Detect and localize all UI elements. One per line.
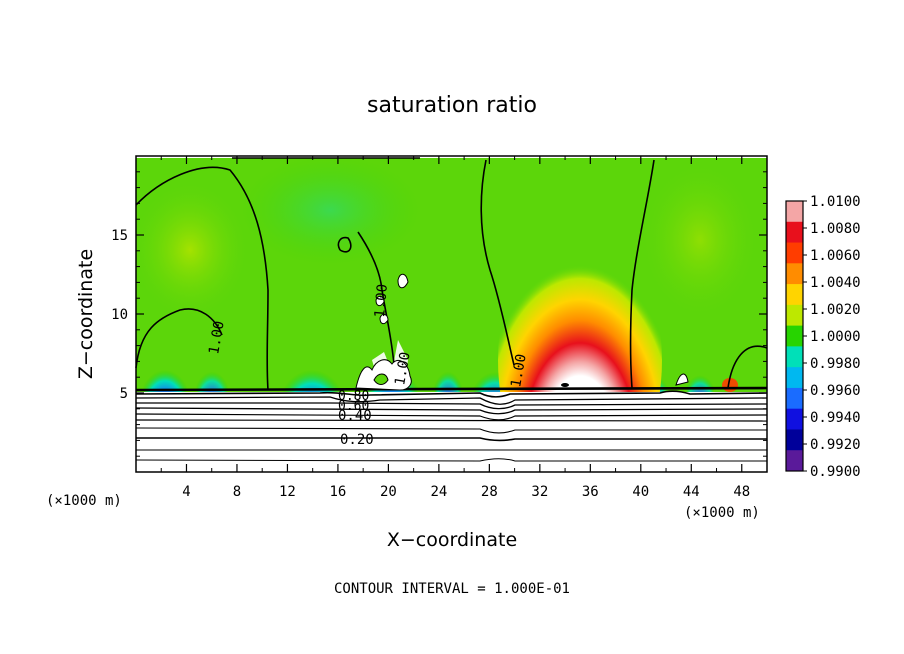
x-axis-ticks: 4 8 12 16 20 24 28 32 36 40 44 48 [160, 156, 750, 500]
colorbar-label: 1.0000 [810, 329, 861, 345]
plot-area [135, 155, 768, 473]
colorbar-label: 0.9940 [810, 410, 861, 426]
x-tick-label: 32 [531, 484, 548, 500]
colorbar-label: 0.9980 [810, 356, 861, 372]
x-tick-label: 12 [279, 484, 296, 500]
contour-interval-note: CONTOUR INTERVAL = 1.000E-01 [334, 581, 570, 597]
colorbar: 1.0100 1.0080 1.0060 1.0040 1.0020 1.0000 0.99… [785, 194, 861, 480]
y-axis-unit: (×1000 m) [46, 493, 122, 509]
saturation-contours [135, 159, 768, 391]
contour-label: 0.80 [338, 389, 369, 404]
x-tick-label: 4 [182, 484, 190, 500]
y-tick-label: 10 [111, 307, 128, 323]
x-tick-label: 20 [380, 484, 397, 500]
colorbar-swatch [786, 450, 803, 472]
x-axis-unit: (×1000 m) [684, 505, 760, 521]
colorbar-label: 1.0040 [810, 275, 861, 291]
colorbar-swatch [786, 408, 803, 430]
x-tick-label: 40 [632, 484, 649, 500]
x-tick-label: 24 [430, 484, 447, 500]
contour-label: 0.60 [338, 399, 369, 414]
y-axis-label: Z−coordinate [75, 249, 97, 379]
colorbar-swatch [786, 367, 803, 389]
lower-layer-background [136, 390, 767, 472]
y-axis-ticks: 5 10 15 [111, 171, 767, 457]
x-tick-label: 44 [683, 484, 700, 500]
colorbar-label: 0.9920 [810, 437, 861, 453]
x-tick-label: 28 [481, 484, 498, 500]
x-tick-label: 8 [233, 484, 241, 500]
x-tick-label: 36 [582, 484, 599, 500]
colorbar-label: 1.0020 [810, 302, 861, 318]
x-tick-label: 48 [733, 484, 750, 500]
contour-label: 1.00 [206, 320, 228, 356]
colorbar-swatch [786, 284, 803, 306]
colorbar-swatch [786, 263, 803, 285]
colorbar-swatch [786, 429, 803, 451]
contour-label: 1.00 [508, 353, 530, 389]
contour-labels: 1.00 1.00 1.00 1.00 0.80 0.60 0.40 0.20 [206, 283, 530, 448]
contour-label: 0.40 [338, 408, 372, 424]
colorbar-label: 1.0100 [810, 194, 861, 210]
colorbar-swatch [786, 201, 803, 223]
x-axis-label: X−coordinate [387, 529, 517, 551]
lower-contours [135, 386, 768, 462]
x-tick-label: 16 [329, 484, 346, 500]
contour-label: 1.00 [392, 351, 414, 387]
turbulent-region [355, 273, 689, 391]
y-tick-label: 15 [111, 228, 128, 244]
colorbar-swatch [786, 387, 803, 410]
colorbar-label: 1.0060 [810, 248, 861, 264]
colorbar-swatch [786, 325, 803, 347]
contour-label: 1.00 [372, 283, 391, 318]
colorbar-swatch [786, 304, 803, 327]
colorbar-swatch [786, 221, 803, 244]
contour-label: 0.20 [340, 432, 374, 448]
colorbar-swatch [786, 242, 803, 264]
color-field [136, 156, 767, 392]
colorbar-swatch [786, 346, 803, 368]
colorbar-label: 1.0080 [810, 221, 861, 237]
colorbar-label: 0.9900 [810, 464, 861, 480]
chart-title: saturation ratio [367, 93, 537, 118]
colorbar-label: 0.9960 [810, 383, 861, 399]
y-tick-label: 5 [120, 386, 128, 402]
